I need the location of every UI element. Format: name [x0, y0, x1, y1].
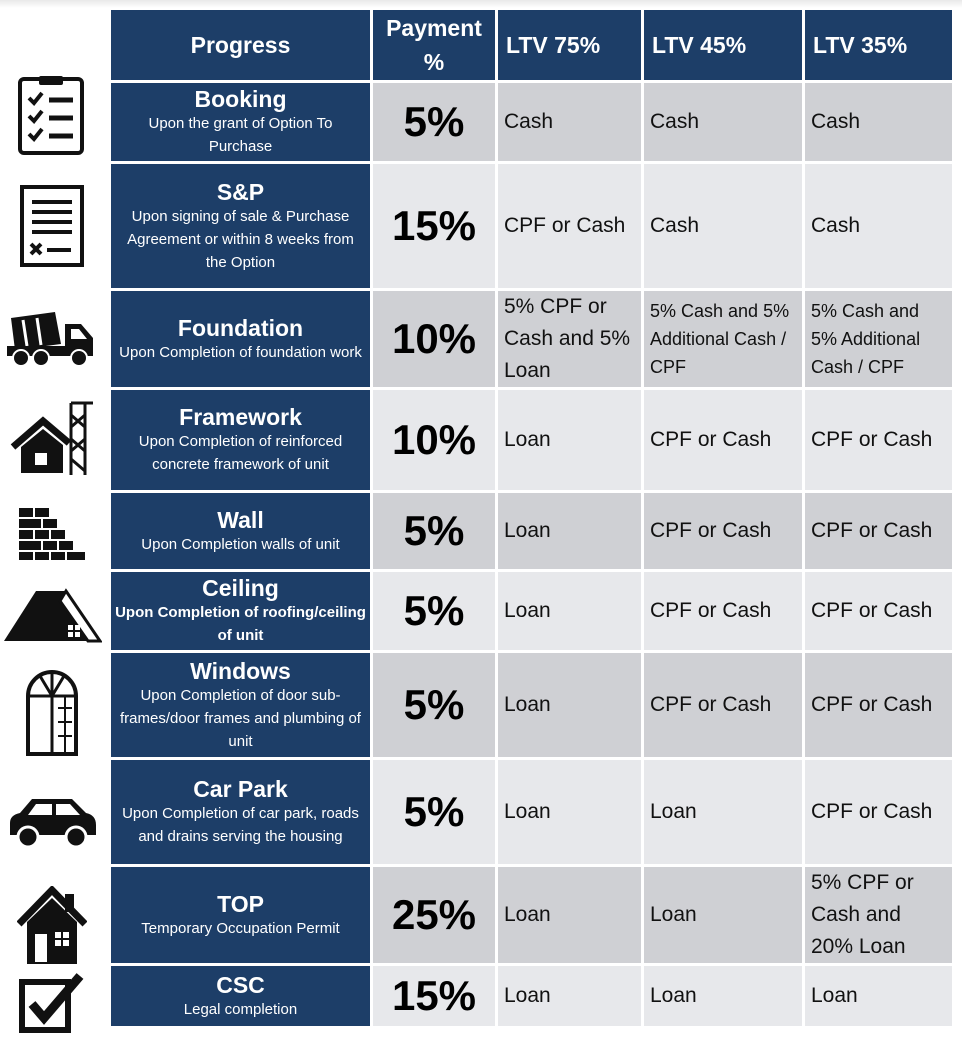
stage-title: Wall: [217, 506, 264, 533]
ltv75-value: Loan: [498, 760, 641, 864]
ltv45-value: Cash: [644, 83, 802, 161]
payment-percent: 5%: [373, 572, 495, 650]
ltv45-value: Loan: [644, 760, 802, 864]
stage-title: Framework: [179, 404, 302, 430]
cement-truck-icon: [0, 307, 104, 371]
header-progress: Progress: [111, 10, 370, 80]
ltv35-value: CPF or Cash: [805, 653, 952, 757]
ltv45-value: Loan: [644, 966, 802, 1026]
header-ltv45: LTV 45%: [644, 10, 802, 80]
ltv75-value: Loan: [498, 966, 641, 1026]
window-icon: [0, 665, 104, 757]
ltv45-value: Cash: [644, 164, 802, 288]
ltv45-value: CPF or Cash: [644, 390, 802, 490]
stage-title: Car Park: [193, 776, 288, 802]
roof-icon: [0, 585, 104, 645]
stage-cell: Windows Upon Completion of door sub-frame…: [111, 653, 370, 757]
stage-title: Booking: [194, 86, 287, 112]
header-ltv35: LTV 35%: [805, 10, 952, 80]
ltv35-value: CPF or Cash: [805, 572, 952, 650]
ltv45-value: CPF or Cash: [644, 572, 802, 650]
stage-title: TOP: [217, 890, 264, 917]
table-row: Car Park Upon Completion of car park, roa…: [111, 760, 952, 864]
table-row: Ceiling Upon Completion of roofing/ceilin…: [111, 572, 952, 650]
stage-desc: Upon Completion of foundation work: [119, 343, 362, 361]
ltv45-value: CPF or Cash: [644, 493, 802, 569]
payment-percent: 15%: [373, 164, 495, 288]
stage-title: S&P: [216, 178, 265, 205]
header-ltv75: LTV 75%: [498, 10, 641, 80]
stage-desc: Upon Completion of car park, roads and d…: [122, 805, 359, 845]
ltv45-value: Loan: [644, 867, 802, 963]
ltv35-value: CPF or Cash: [805, 390, 952, 490]
payment-percent: 5%: [373, 760, 495, 864]
contract-icon: [0, 183, 104, 269]
table-header-row: Progress Payment% LTV 75% LTV 45% LTV 35…: [111, 10, 952, 80]
ltv75-value: Loan: [498, 867, 641, 963]
stage-desc: Temporary Occupation Permit: [141, 919, 340, 937]
payment-percent: 5%: [373, 493, 495, 569]
table-row: Framework Upon Completion of reinforced c…: [111, 390, 952, 490]
payment-schedule-table: Progress Payment% LTV 75% LTV 45% LTV 35…: [108, 7, 955, 1029]
ltv45-value: 5% Cash and 5% Additional Cash / CPF: [644, 291, 802, 387]
stage-desc: Upon signing of sale & Purchase Agreemen…: [127, 207, 354, 271]
house-crane-icon: [0, 398, 104, 478]
stage-title: Foundation: [177, 314, 304, 341]
stage-desc: Upon the grant of Option To Purchase: [148, 115, 333, 155]
payment-percent: 10%: [373, 390, 495, 490]
stage-cell: Wall Upon Completion walls of unit: [111, 493, 370, 569]
table-row: Foundation Upon Completion of foundation …: [111, 291, 952, 387]
house-icon: [0, 884, 104, 968]
ltv35-value: Cash: [805, 83, 952, 161]
table-row: TOP Temporary Occupation Permit 25% Loan …: [111, 867, 952, 963]
stage-title: Windows: [190, 657, 291, 684]
ltv35-value: Loan: [805, 966, 952, 1026]
stage-desc: Upon Completion of reinforced concrete f…: [138, 433, 343, 473]
header-payment: Payment%: [373, 10, 495, 80]
stage-cell: Foundation Upon Completion of foundation …: [111, 291, 370, 387]
stage-title: Ceiling: [202, 575, 279, 601]
table-row: Wall Upon Completion walls of unit 5% Loa…: [111, 493, 952, 569]
icon-column: [0, 0, 108, 1049]
ltv75-value: Loan: [498, 390, 641, 490]
stage-cell: Framework Upon Completion of reinforced c…: [111, 390, 370, 490]
table-row: S&P Upon signing of sale & Purchase Agree…: [111, 164, 952, 288]
stage-cell: CSC Legal completion: [111, 966, 370, 1026]
payment-percent: 5%: [373, 83, 495, 161]
payment-percent: 10%: [373, 291, 495, 387]
stage-cell: Ceiling Upon Completion of roofing/ceilin…: [111, 572, 370, 650]
stage-cell: Booking Upon the grant of Option To Purch…: [111, 83, 370, 161]
stage-desc: Upon Completion of roofing/ceiling of un…: [115, 604, 366, 644]
stage-cell: Car Park Upon Completion of car park, roa…: [111, 760, 370, 864]
ltv35-value: 5% Cash and 5% Additional Cash / CPF: [805, 291, 952, 387]
stage-desc: Upon Completion of door sub-frames/door …: [120, 686, 361, 750]
payment-percent: 5%: [373, 653, 495, 757]
ltv75-value: CPF or Cash: [498, 164, 641, 288]
stage-desc: Upon Completion walls of unit: [141, 535, 340, 553]
stage-desc: Legal completion: [183, 1000, 298, 1018]
ltv75-value: Loan: [498, 493, 641, 569]
payment-percent: 25%: [373, 867, 495, 963]
ltv35-value: Cash: [805, 164, 952, 288]
table-row: Windows Upon Completion of door sub-frame…: [111, 653, 952, 757]
ltv75-value: Loan: [498, 653, 641, 757]
stage-cell: TOP Temporary Occupation Permit: [111, 867, 370, 963]
table-row: Booking Upon the grant of Option To Purch…: [111, 83, 952, 161]
table-row: CSC Legal completion 15% Loan Loan Loan: [111, 966, 952, 1026]
checkbox-icon: [0, 972, 104, 1034]
car-icon: [0, 792, 104, 852]
ltv75-value: 5% CPF or Cash and 5% Loan: [498, 291, 641, 387]
ltv75-value: Cash: [498, 83, 641, 161]
ltv35-value: CPF or Cash: [805, 493, 952, 569]
brick-wall-icon: [0, 504, 104, 562]
ltv45-value: CPF or Cash: [644, 653, 802, 757]
ltv75-value: Loan: [498, 572, 641, 650]
ltv35-value: CPF or Cash: [805, 760, 952, 864]
checklist-icon: [0, 76, 104, 156]
top-fade: [0, 0, 962, 8]
payment-percent: 15%: [373, 966, 495, 1026]
stage-title: CSC: [216, 971, 265, 998]
ltv35-value: 5% CPF or Cash and 20% Loan: [805, 867, 952, 963]
stage-cell: S&P Upon signing of sale & Purchase Agree…: [111, 164, 370, 288]
